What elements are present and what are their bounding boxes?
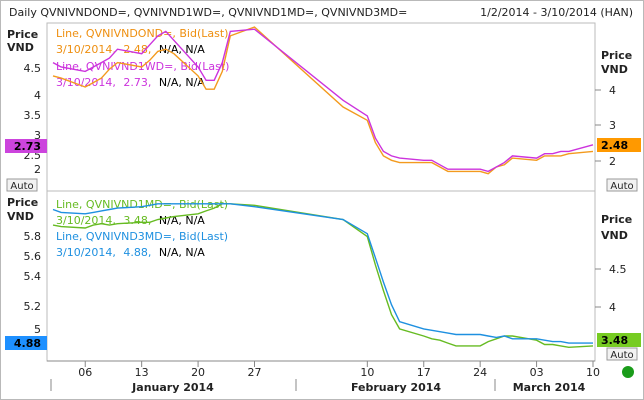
top-left-value-badge-label: 2.73 (14, 140, 41, 153)
x-tick-label: 20 (191, 366, 205, 379)
top-left-auto-button[interactable] (6, 178, 38, 192)
bottom-legend-series-2-title: Line, QVNIVND3MD=, Bid(Last) (56, 230, 228, 243)
bottom-left-axis-title-2: VND (7, 210, 34, 223)
top-right-axis-title-2: VND (601, 63, 628, 76)
top-right-axis-title-1: Price (601, 49, 632, 62)
top-left-value-badge (5, 139, 47, 153)
bottom-left-tick: 5.8 (24, 230, 42, 243)
top-left-auto-label: Auto (10, 181, 33, 192)
bottom-right-tick: 4 (609, 301, 616, 314)
x-tick-label: 03 (530, 366, 544, 379)
bottom-left-value-badge-label: 4.88 (14, 337, 41, 350)
x-tick-label: 17 (417, 366, 431, 379)
x-tick-label: 10 (586, 366, 600, 379)
bottom-left-tick: 5.4 (24, 270, 42, 283)
month-label-march: March 2014 (513, 381, 586, 394)
top-right-value-badge (597, 138, 641, 152)
top-left-tick: 4 (34, 89, 41, 102)
bottom-legend-series-2-na: N/A, N/A (159, 246, 205, 259)
x-tick-label: 13 (135, 366, 149, 379)
top-left-tick: 4.5 (24, 62, 42, 75)
bottom-right-axis-title-1: Price (601, 213, 632, 226)
connection-status-indicator (622, 366, 634, 378)
bottom-legend-series-2-value: 4.88, (123, 246, 151, 259)
top-left-tick: 3 (34, 129, 41, 142)
top-legend-series-2-na: N/A, N/A (159, 76, 205, 89)
date-range: 1/2/2014 - 3/10/2014 (HAN) (480, 6, 633, 19)
top-right-tick: 4 (609, 84, 616, 97)
series-line-qvnivnd1md (52, 203, 594, 349)
top-right-tick: 3 (609, 119, 616, 132)
bottom-legend-series-1-title: Line, QVNIVND1MD=, Bid(Last) (56, 198, 228, 211)
top-legend-series-2-value: 2.73, (123, 76, 151, 89)
top-legend-series-1-value: 2.48, (123, 43, 151, 56)
top-right-auto-label: Auto (610, 181, 633, 192)
bottom-legend-series-2-values: 3/10/2014, 4.88, N/A, N/A (56, 246, 205, 259)
top-left-axis-title-2: VND (7, 41, 34, 54)
bottom-legend-series-1-value: 3.48, (123, 214, 151, 227)
top-right-auto-button[interactable] (606, 178, 638, 192)
series-line-qvnivndond (52, 26, 594, 175)
bottom-right-auto-label: Auto (610, 350, 633, 361)
series-line-qvnivnd3md (52, 203, 593, 344)
series-layer (52, 26, 594, 349)
bottom-right-axis-title-2: VND (601, 229, 628, 242)
bottom-left-tick: 5 (34, 323, 41, 336)
top-right-tick: 2 (609, 155, 616, 168)
top-left-axis-title-1: Price (7, 28, 38, 41)
bottom-right-auto-button[interactable] (606, 347, 638, 361)
x-tick-label: 27 (247, 366, 261, 379)
bottom-left-tick: 5.6 (24, 250, 42, 263)
top-legend-series-2-date: 3/10/2014, (56, 76, 116, 89)
x-tick-label: 06 (78, 366, 92, 379)
bottom-right-tick: 4.5 (609, 263, 627, 276)
month-label-january: January 2014 (131, 381, 214, 394)
series-line-qvnivnd1wd (52, 28, 594, 173)
bottom-left-tick: 5.2 (24, 300, 42, 313)
bottom-right-value-badge-label: 3.48 (601, 334, 628, 347)
top-legend-series-1-date: 3/10/2014, (56, 43, 116, 56)
x-tick-label: 24 (473, 366, 487, 379)
bottom-left-value-badge (5, 336, 47, 350)
x-axis-ticks: 06 13 20 27 10 17 24 03 10 (78, 361, 600, 379)
top-legend-series-1-title: Line, QVNIVNDOND=, Bid(Last) (56, 27, 228, 40)
top-right-value-badge-label: 2.48 (601, 139, 628, 152)
x-tick-label: 10 (360, 366, 374, 379)
bottom-legend-series-2-date: 3/10/2014, (56, 246, 116, 259)
bottom-left-axis-title-1: Price (7, 196, 38, 209)
bottom-right-value-badge (597, 333, 641, 347)
chart-title: Daily QVNIVNDOND=, QVNIVND1WD=, QVNIVND1… (9, 6, 408, 19)
top-left-tick: 3.5 (24, 109, 42, 122)
top-left-tick: 2 (34, 163, 41, 176)
top-legend-series-1-values: 3/10/2014, 2.48, N/A, N/A (56, 43, 205, 56)
month-label-february: February 2014 (351, 381, 441, 394)
top-legend-series-2-values: 3/10/2014, 2.73, N/A, N/A (56, 76, 205, 89)
